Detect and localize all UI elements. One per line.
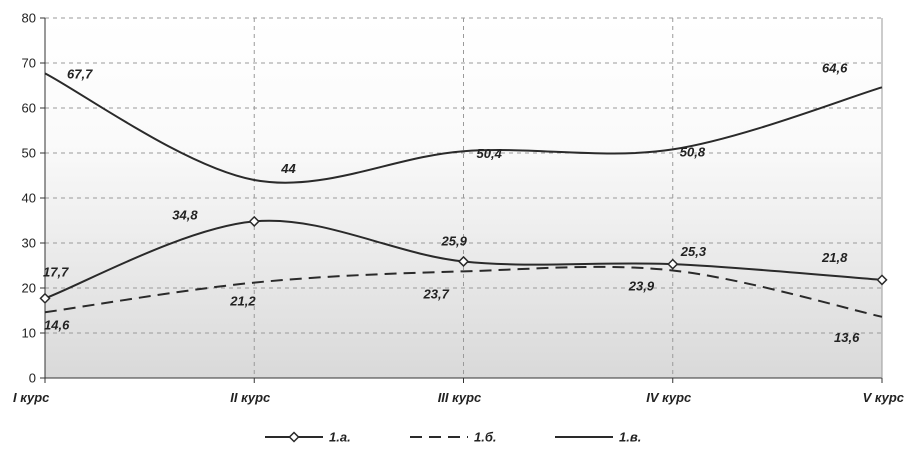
data-label: 50,4 xyxy=(477,146,503,161)
data-label: 67,7 xyxy=(67,66,93,81)
data-label: 23,9 xyxy=(628,278,655,293)
data-labels: 17,7 34,8 25,9 25,3 21,8 14,6 21,2 23,7 23,9 13,6… xyxy=(43,60,860,345)
data-label: 17,7 xyxy=(43,264,69,279)
data-label: 23,7 xyxy=(423,286,450,301)
data-point-marker xyxy=(248,215,260,227)
data-label: 25,3 xyxy=(680,244,707,259)
y-tick-label: 20 xyxy=(22,281,36,296)
axes: 0 10 20 30 40 50 60 70 80 I курс II курс III курс IV… xyxy=(13,11,905,406)
data-label: 25,9 xyxy=(441,233,468,248)
y-tick-label: 10 xyxy=(22,326,36,341)
data-label: 14,6 xyxy=(44,317,70,332)
data-label: 13,6 xyxy=(834,330,860,345)
data-label: 21,8 xyxy=(821,250,848,265)
legend-label: 1.а. xyxy=(329,430,351,445)
legend-label: 1.в. xyxy=(619,430,641,445)
grid xyxy=(45,17,882,378)
x-tick-label: II курс xyxy=(230,390,271,405)
legend-label: 1.б. xyxy=(474,430,497,445)
data-label: 64,6 xyxy=(822,60,848,75)
legend-swatch-marker xyxy=(288,431,300,443)
series-line-3 xyxy=(44,72,883,184)
series-line-2 xyxy=(44,265,883,318)
data-point-marker xyxy=(667,258,679,270)
y-tick-label: 50 xyxy=(22,146,36,161)
data-point-marker xyxy=(39,292,51,304)
y-tick-label: 30 xyxy=(22,236,36,251)
legend: 1.а. 1.б. 1.в. xyxy=(265,430,641,445)
x-tick-label: III курс xyxy=(438,390,482,405)
data-point-marker xyxy=(457,255,470,268)
y-tick-label: 80 xyxy=(22,11,36,26)
y-tick-label: 40 xyxy=(22,191,36,206)
x-tick-label: IV курс xyxy=(646,390,692,405)
y-tick-label: 60 xyxy=(22,101,36,116)
x-tick-label: I курс xyxy=(13,390,50,405)
data-label: 34,8 xyxy=(172,207,198,222)
legend-item: 1.б. xyxy=(410,430,497,445)
data-label: 21,2 xyxy=(229,294,256,309)
data-label: 50,8 xyxy=(680,144,706,159)
y-tick-label: 0 xyxy=(29,371,36,386)
x-tick-label: V курс xyxy=(863,390,905,405)
legend-item: 1.в. xyxy=(555,430,641,445)
data-label: 44 xyxy=(280,161,296,176)
legend-item: 1.а. xyxy=(265,430,351,445)
y-tick-label: 70 xyxy=(22,56,36,71)
data-point-marker xyxy=(876,274,888,286)
series-layer xyxy=(39,72,888,318)
